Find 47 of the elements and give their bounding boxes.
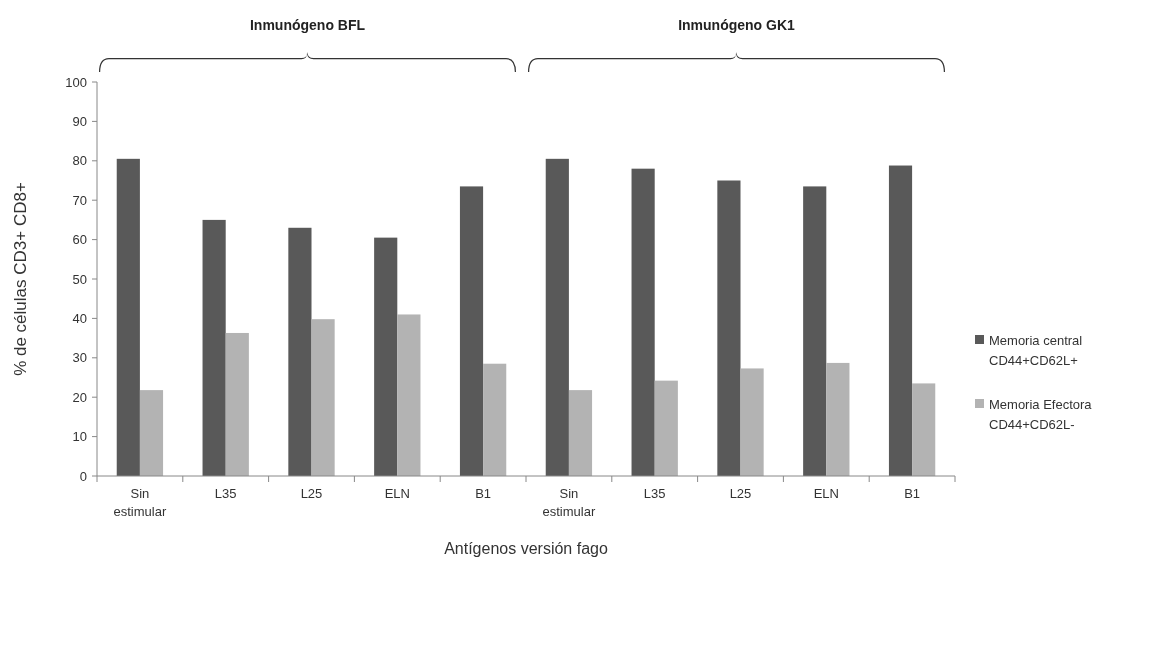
bar: [717, 180, 741, 476]
y-tick-label: 10: [72, 429, 87, 445]
y-tick-label: 30: [72, 350, 87, 366]
bar: [116, 158, 140, 476]
y-tick-label: 70: [72, 192, 87, 208]
bar: [631, 168, 655, 476]
x-tick-label: Sin estimular: [542, 486, 596, 519]
bar: [568, 390, 593, 476]
bar: [654, 380, 678, 476]
y-tick-label: 40: [72, 310, 87, 326]
x-tick-label: ELN: [384, 486, 410, 501]
bar: [545, 158, 569, 476]
bar: [483, 363, 507, 476]
bar: [225, 332, 249, 476]
text: Inmunógeno GK1: [678, 17, 796, 33]
y-tick-label: 50: [72, 271, 87, 287]
legend-label: Memoria central CD44+CD62L+: [989, 332, 1083, 368]
text: Inmunógeno BFL: [249, 17, 366, 33]
y-tick-label: 80: [72, 153, 87, 169]
bar: [740, 368, 764, 476]
x-tick-label: L25: [729, 486, 752, 501]
bar: [397, 314, 421, 476]
y-tick-label: 100: [65, 74, 87, 90]
y-tick-label: 0: [79, 468, 87, 484]
x-tick-label: ELN: [813, 486, 839, 501]
bar: [803, 186, 827, 476]
legend-label: Memoria Efectora CD44+CD62L-: [989, 396, 1093, 432]
bar: [912, 383, 936, 476]
bar: [826, 362, 850, 476]
y-tick-label: 90: [72, 113, 87, 129]
bar: [459, 186, 484, 476]
x-tick-label: B1: [904, 486, 921, 501]
y-tick-label: 60: [72, 232, 87, 248]
x-tick-label: L25: [300, 486, 323, 501]
x-tick-label: B1: [475, 486, 492, 501]
x-tick-label: Sin estimular: [113, 486, 167, 519]
bar: [888, 165, 913, 476]
x-axis-title: Antígenos versión fago: [444, 540, 608, 557]
bar: [202, 219, 226, 476]
bar: [288, 227, 312, 476]
y-tick-label: 20: [72, 389, 87, 405]
bar: [374, 237, 398, 476]
bar: [139, 390, 164, 476]
x-tick-label: L35: [643, 486, 666, 501]
bar: [311, 319, 335, 476]
y-axis-title: % de células CD3+ CD8+: [11, 182, 30, 376]
x-tick-label: L35: [214, 486, 237, 501]
